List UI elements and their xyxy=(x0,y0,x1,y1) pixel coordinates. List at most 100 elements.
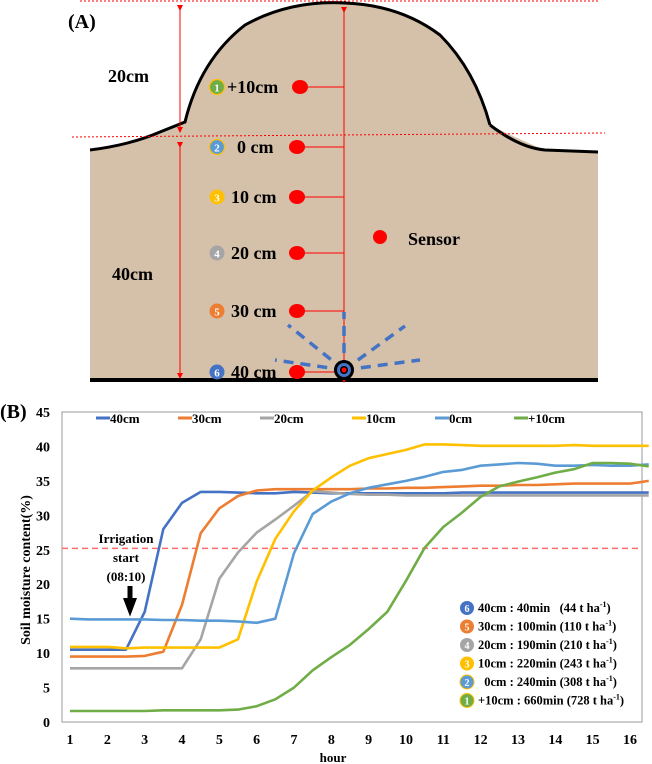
x-tick-label: 14 xyxy=(548,733,562,748)
inset-legend-row: 6 40cm : 40min (44 t ha-1) xyxy=(460,600,611,615)
inset-legend-text: 0cm : 240min (308 t ha-1) xyxy=(478,674,617,689)
sensor-number-badge xyxy=(209,364,225,380)
legend-item: 40cm xyxy=(96,411,140,426)
sensor-legend-label: Sensor xyxy=(408,229,460,249)
irrigation-annotation-text: start xyxy=(113,550,140,565)
legend-label: +10cm xyxy=(528,411,565,426)
soil-depth-label: 40cm xyxy=(112,264,153,284)
legend-label: 20cm xyxy=(274,411,304,426)
legend-label: 30cm xyxy=(192,411,222,426)
inset-legend-number: 4 xyxy=(465,641,470,652)
sensor-number: 5 xyxy=(214,307,220,319)
legend-item: 20cm xyxy=(260,411,304,426)
sensor-row: 4 20 cm xyxy=(209,243,344,263)
legend-label: 0cm xyxy=(449,411,472,426)
series-line-30cm xyxy=(70,479,649,658)
sensor-row: 2 0 cm xyxy=(208,137,344,157)
y-tick-label: 25 xyxy=(36,544,50,559)
ground-level-reference-line xyxy=(71,132,606,138)
inset-legend-text: 40cm : 40min (44 t ha-1) xyxy=(478,600,611,615)
x-axis-label: hour xyxy=(320,750,347,764)
irrigation-annotation-text: Irrigation xyxy=(99,531,155,546)
x-tick-label: 9 xyxy=(365,733,372,748)
sensor-depth-label: 30 cm xyxy=(231,301,276,321)
sensor-depth-label: +10cm xyxy=(227,77,278,97)
inset-legend-text: 20cm : 190min (210 t ha-1) xyxy=(478,637,617,652)
x-tick-label: 6 xyxy=(253,733,260,748)
sensor-depth-label: 0 cm xyxy=(237,137,273,157)
legend-label: 40cm xyxy=(110,411,140,426)
x-tick-label: 1 xyxy=(67,733,74,748)
sensor-number: 3 xyxy=(214,193,220,205)
sensor-number: 1 xyxy=(214,83,220,95)
inset-legend-text: 10cm : 220min (243 t ha-1) xyxy=(478,656,617,671)
x-tick-label: 3 xyxy=(141,733,148,748)
inset-legend-row: 1 +10cm : 660min (728 t ha-1) xyxy=(459,693,624,708)
sensor-depth-label: 40 cm xyxy=(231,362,276,382)
y-tick-label: 10 xyxy=(36,647,50,662)
sensor-number-badge xyxy=(209,189,225,205)
irrigation-annotation-text: (08:10) xyxy=(107,569,146,584)
inset-legend-number: 2 xyxy=(465,678,470,689)
series-line-10cm xyxy=(70,443,649,650)
series-line-20cm xyxy=(70,489,649,670)
inset-legend-number: 6 xyxy=(465,604,470,615)
inset-legend-badge xyxy=(459,674,475,690)
inset-legend-number: 3 xyxy=(465,660,470,671)
soil-surface-outline-right xyxy=(489,123,599,154)
x-tick-label: 15 xyxy=(586,733,600,748)
legend-item: 30cm xyxy=(178,411,222,426)
sensor-number: 2 xyxy=(214,143,220,155)
inset-legend-badge xyxy=(459,693,475,708)
sensor-dot xyxy=(292,80,308,94)
panel-a-label: (A) xyxy=(68,11,96,33)
y-tick-label: 30 xyxy=(36,509,50,524)
sensor-dot xyxy=(289,304,305,318)
y-tick-label: 40 xyxy=(36,440,50,455)
series-line-0cm xyxy=(69,461,649,625)
inset-legend-number: 5 xyxy=(465,623,470,634)
x-tick-label: 4 xyxy=(179,733,186,748)
panel-b-label: (B) xyxy=(0,401,27,423)
irrigation-arrow-shaft xyxy=(127,586,133,600)
sensor-row: 5 30 cm xyxy=(209,301,344,321)
legend-label: 10cm xyxy=(366,411,396,426)
sensor-legend-dot xyxy=(373,230,387,244)
x-tick-label: 5 xyxy=(216,733,223,748)
sensor-row: 3 10 cm xyxy=(209,187,344,207)
x-tick-label: 10 xyxy=(399,733,413,748)
inset-legend-text: +10cm : 660min (728 t ha-1) xyxy=(478,693,624,708)
y-tick-label: 20 xyxy=(36,578,50,593)
inset-legend-badge xyxy=(460,656,474,671)
y-tick-label: 35 xyxy=(36,475,50,490)
legend-item: 0cm xyxy=(435,411,472,426)
x-tick-label: 8 xyxy=(328,733,335,748)
plot-area-frame xyxy=(61,411,643,723)
y-tick-label: 0 xyxy=(43,716,50,731)
legend-item: +10cm xyxy=(514,411,565,426)
sensor-dot xyxy=(289,190,305,204)
sensor-depth-label: 20 cm xyxy=(231,243,276,263)
y-tick-label: 15 xyxy=(36,613,50,628)
sensor-row: 6 40 cm xyxy=(209,362,344,382)
soil-surface-outline xyxy=(89,1,492,152)
x-tick-label: 16 xyxy=(623,733,637,748)
sensor-dot xyxy=(289,140,305,154)
sensor-number-badge xyxy=(208,138,226,156)
inset-legend-badge xyxy=(460,601,474,615)
y-tick-label: 5 xyxy=(43,682,50,697)
x-tick-label: 13 xyxy=(511,733,525,748)
sensor-number-badge xyxy=(209,303,225,319)
x-tick-label: 2 xyxy=(104,733,111,748)
down-arrow-icon xyxy=(123,598,137,617)
x-tick-label: 12 xyxy=(474,733,488,748)
inset-legend-number: 1 xyxy=(465,697,470,708)
sensor-number-badge xyxy=(209,245,225,261)
inset-legend-row: 5 30cm : 100min (110 t ha-1) xyxy=(460,619,616,634)
legend-item: 10cm xyxy=(352,411,396,426)
inset-legend-row: 2 0cm : 240min (308 t ha-1) xyxy=(459,674,617,690)
sensor-dot xyxy=(289,365,305,379)
ridge-height-label: 20cm xyxy=(108,66,149,86)
